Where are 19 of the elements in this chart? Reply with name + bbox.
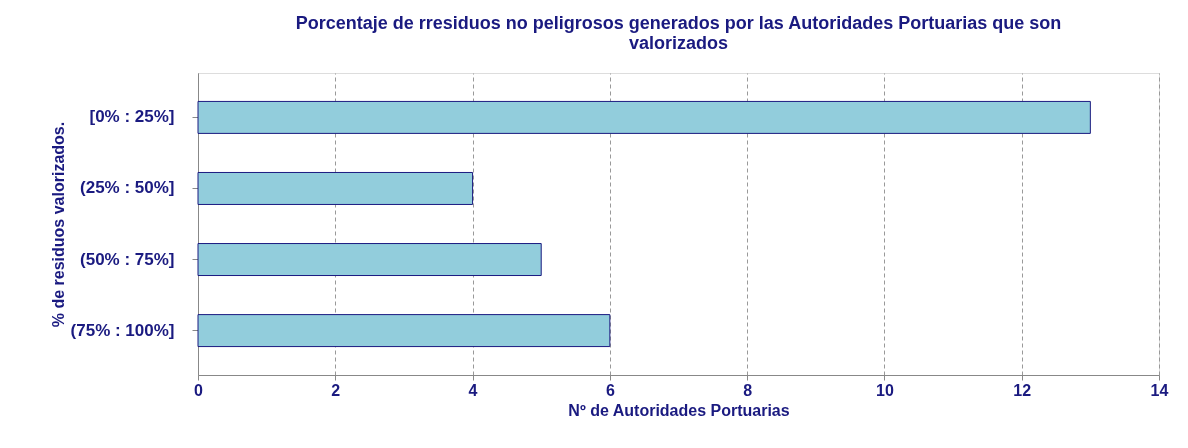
x-tick-label: 6 bbox=[605, 381, 615, 399]
x-tick-label: 10 bbox=[876, 381, 894, 399]
bar bbox=[197, 171, 474, 205]
bar bbox=[197, 243, 542, 277]
y-axis-title: % de residuos valorizados. bbox=[49, 121, 67, 328]
y-tick-label: (75% : 100%] bbox=[70, 320, 175, 340]
bar bbox=[197, 100, 1091, 134]
y-tick-label: (25% : 50%] bbox=[80, 178, 175, 198]
x-tick-label: 12 bbox=[1013, 381, 1032, 399]
x-tick-label: 14 bbox=[1150, 381, 1169, 399]
x-tick-label: 2 bbox=[331, 381, 341, 399]
x-tick-label: 8 bbox=[743, 381, 753, 399]
x-tick-label: 0 bbox=[194, 381, 204, 399]
chart-title: Porcentaje de rresiduos no peligrosos generados por las Autoridades Portuarias que son valorizados bbox=[295, 13, 1062, 53]
x-tick-label: 4 bbox=[468, 381, 478, 399]
bar bbox=[197, 314, 611, 348]
y-tick-label: [0% : 25%] bbox=[89, 107, 175, 127]
x-axis-title: Nº de Autoridades Portuarias bbox=[568, 401, 790, 419]
y-tick-label: (50% : 75%] bbox=[80, 249, 175, 269]
